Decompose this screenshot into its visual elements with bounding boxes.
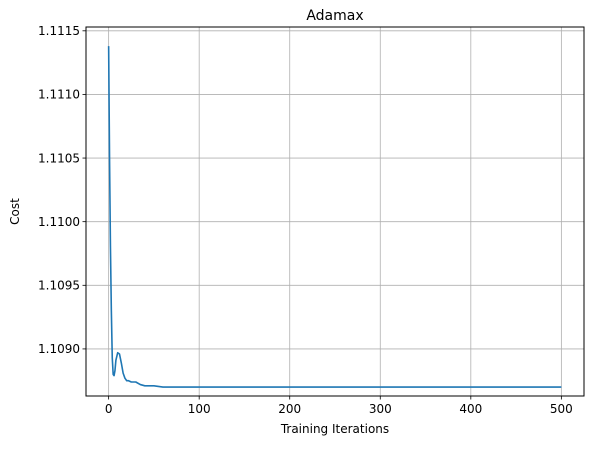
y-tick-label: 1.1115: [38, 24, 80, 38]
x-tick-label: 300: [369, 402, 392, 416]
x-tick-label: 400: [459, 402, 482, 416]
axes-frame: [85, 26, 585, 397]
x-axis-label: Training Iterations: [280, 422, 389, 436]
x-tick-label: 200: [278, 402, 301, 416]
x-tick-label: 0: [105, 402, 113, 416]
x-tick-label: 100: [188, 402, 211, 416]
series-layer: [107, 46, 562, 388]
grid: [86, 27, 584, 396]
y-tick-label: 1.1100: [38, 215, 80, 229]
y-tick-label: 1.1110: [38, 88, 80, 102]
y-tick-label: 1.1095: [38, 279, 80, 293]
x-tick-label: 500: [550, 402, 573, 416]
y-tick-label: 1.1090: [38, 342, 80, 356]
y-tick-label: 1.1105: [38, 151, 80, 165]
series-line: [107, 46, 562, 388]
chart-title: Adamax: [306, 8, 363, 24]
ticks: 0 100 200 300 400 500 1.1090 1.1095 1.1100 1.1105…: [38, 24, 573, 416]
y-axis-label: Cost: [8, 198, 22, 225]
